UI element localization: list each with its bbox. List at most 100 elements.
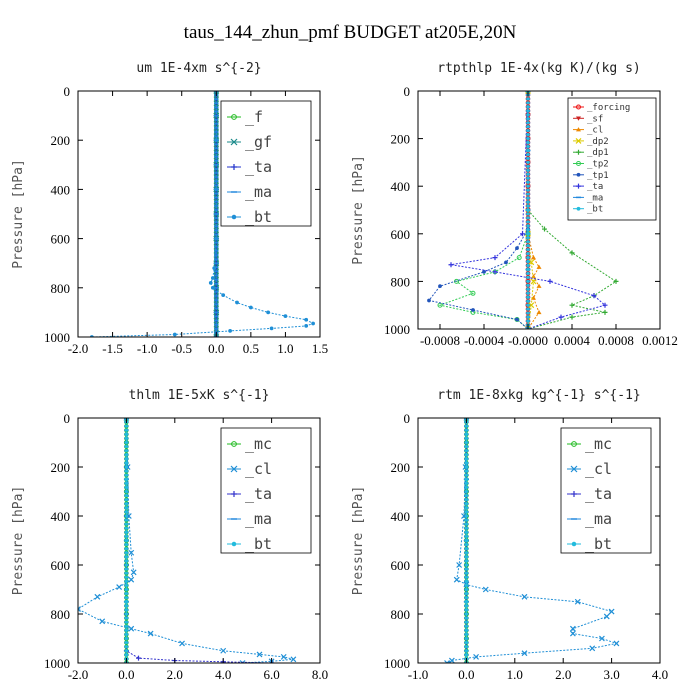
data-point — [516, 255, 522, 261]
data-point — [464, 526, 469, 530]
data-point — [147, 630, 154, 637]
data-point — [124, 600, 129, 604]
x-tick-label: 3.0 — [603, 667, 619, 682]
chart-panels: um 1E-4xm s^{-2} Pressure [hPa] -2.0 -1.5 -1… — [11, 61, 678, 682]
data-point — [464, 469, 469, 473]
data-point — [124, 587, 129, 592]
data-point — [124, 485, 129, 490]
data-point — [464, 436, 469, 441]
plot-frame — [77, 90, 321, 338]
data-point — [124, 616, 129, 620]
data-point — [528, 259, 535, 266]
data-point — [464, 506, 469, 510]
data-point — [464, 645, 469, 649]
y-tick-label: 1000 — [384, 656, 410, 671]
data-point — [464, 473, 469, 477]
legend-marker — [576, 127, 581, 132]
chart-title: rtpthlp 1E-4x(kg K)/(kg s) — [437, 61, 641, 76]
data-point — [124, 563, 129, 567]
legend-label: _ta — [245, 485, 272, 503]
plot-frame — [417, 90, 661, 330]
data-point — [464, 453, 469, 457]
legend-marker — [576, 116, 581, 121]
data-point — [464, 498, 469, 502]
data-point — [461, 513, 467, 519]
data-point — [526, 220, 530, 224]
data-point — [210, 285, 215, 290]
legend-label: _dp2 — [587, 137, 609, 147]
data-point — [613, 278, 619, 284]
data-point — [464, 616, 469, 620]
data-point — [526, 121, 530, 125]
data-point — [464, 591, 469, 596]
data-point — [464, 493, 469, 498]
data-point — [515, 246, 519, 250]
x-tick-label: 1.0 — [277, 341, 293, 356]
legend: _f _gf _ta _ma _bt — [220, 100, 312, 227]
data-point — [464, 542, 469, 547]
legend-marker — [576, 183, 581, 189]
data-point — [124, 571, 129, 575]
data-point — [124, 628, 129, 632]
data-point — [124, 575, 129, 579]
data-point — [526, 117, 530, 121]
data-point — [464, 620, 469, 624]
data-point — [526, 184, 530, 188]
series-layer — [89, 91, 315, 337]
data-point — [123, 418, 130, 421]
x-tick-label: 1.0 — [507, 667, 523, 682]
data-point — [124, 640, 129, 645]
data-point — [235, 300, 239, 305]
data-point — [448, 657, 455, 663]
data-point — [464, 424, 469, 428]
data-point — [526, 251, 530, 256]
y-tick-label: 800 — [51, 607, 71, 622]
data-point — [470, 290, 476, 296]
x-tick-label: -0.0000 — [508, 333, 548, 348]
y-axis-label: Pressure [hPa] — [11, 486, 26, 596]
data-point — [526, 315, 530, 319]
data-point — [464, 489, 469, 494]
legend: _mc _cl _ta _ma _bt — [560, 427, 652, 554]
data-point — [492, 269, 498, 275]
data-point — [603, 613, 610, 620]
x-tick-label: -0.0004 — [464, 333, 505, 348]
data-point — [124, 526, 129, 530]
x-tick-label: -2.0 — [68, 341, 89, 356]
data-point — [213, 91, 219, 94]
data-point — [574, 598, 581, 605]
x-tick-label: 0.0 — [458, 667, 474, 682]
legend-marker — [230, 138, 238, 146]
data-point — [464, 461, 469, 465]
data-point — [526, 101, 530, 105]
data-point — [213, 334, 219, 337]
series-layer — [78, 418, 297, 663]
x-tick-label: 4.0 — [215, 667, 231, 682]
y-axis-label: Pressure [hPa] — [11, 159, 26, 269]
data-point — [569, 630, 576, 637]
data-point — [526, 228, 530, 232]
x-tick-label: 0.0012 — [642, 333, 678, 348]
data-point — [536, 283, 542, 288]
y-tick-label: 800 — [391, 607, 411, 622]
data-point — [124, 542, 129, 547]
data-point — [464, 608, 469, 612]
chart-title: um 1E-4xm s^{-2} — [136, 61, 261, 76]
chart-panel: rtpthlp 1E-4x(kg K)/(kg s) Pressure [hPa]… — [351, 61, 678, 348]
data-point — [248, 305, 253, 310]
legend-label: _cl — [585, 460, 612, 478]
legend-marker — [231, 164, 237, 170]
data-point — [124, 461, 129, 465]
data-point — [124, 649, 129, 653]
data-point — [124, 428, 129, 432]
data-point — [124, 522, 129, 526]
data-point — [526, 180, 530, 184]
y-tick-label: 200 — [391, 460, 411, 475]
data-point — [526, 168, 530, 172]
data-point — [464, 649, 469, 653]
x-tick-label: 2.0 — [555, 667, 571, 682]
data-point — [464, 485, 469, 490]
data-point — [464, 587, 469, 592]
legend-label: _dp1 — [587, 148, 609, 158]
data-point — [530, 278, 537, 285]
